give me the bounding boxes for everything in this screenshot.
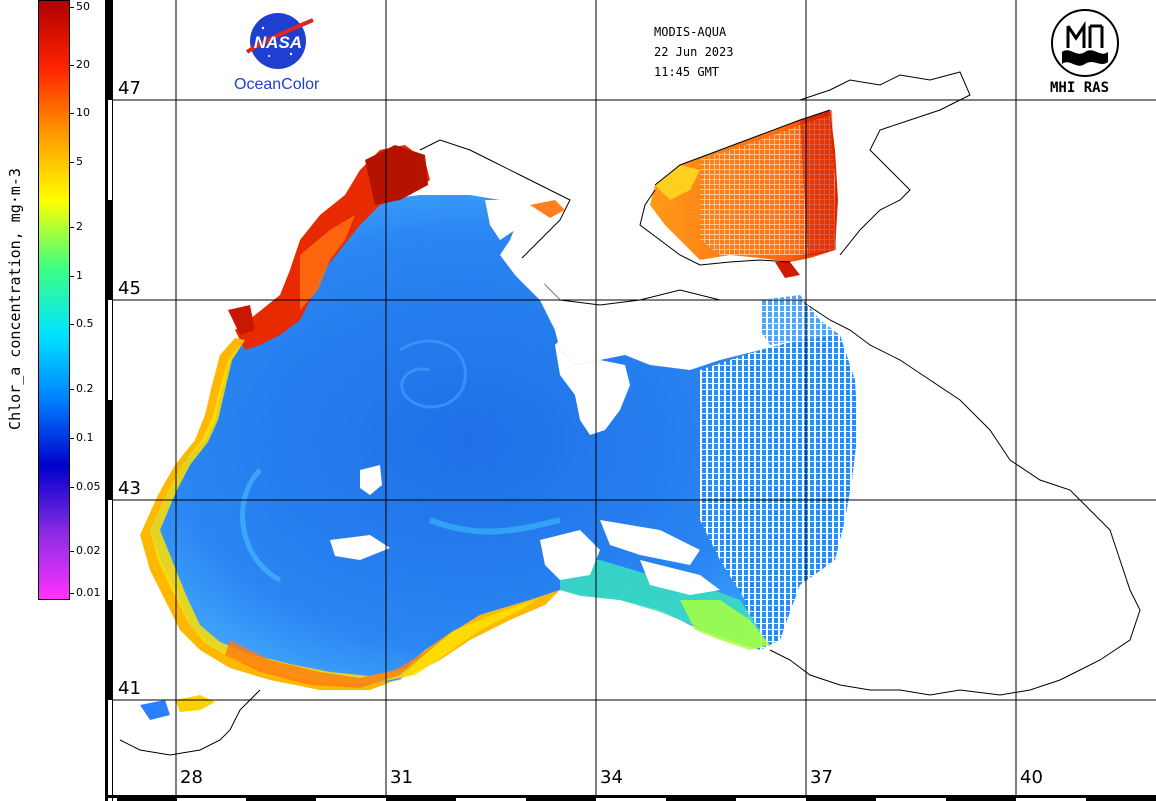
colorbar [38, 0, 70, 600]
oceancolor-label: OceanColor [234, 76, 320, 93]
colorbar-tick-mark [70, 551, 74, 553]
colorbar-tick-label: 10 [76, 106, 90, 120]
colorbar-tick-mark [70, 437, 74, 439]
colorbar-tick-mark [70, 275, 74, 277]
lat-label-47: 47 [116, 78, 143, 99]
colorbar-tick-mark [70, 113, 74, 115]
lat-label-43: 43 [116, 478, 143, 499]
colorbar-tick-label: 0.1 [76, 430, 94, 444]
colorbar-ticks: 50 20 10 5 2 1 0.5 0.2 0.1 0.05 0.02 0.01 [70, 0, 105, 600]
colorbar-tick-label: 50 [76, 0, 90, 13]
colorbar-title: Chlor_a concentration, mg·m-3 [6, 168, 24, 430]
nasa-wordmark: NASA [254, 33, 302, 52]
sensor-label: MODIS-AQUA [654, 25, 727, 39]
colorbar-tick-label: 0.05 [76, 479, 101, 493]
colorbar-tick-mark [70, 64, 74, 66]
colorbar-tick-mark [70, 226, 74, 228]
colorbar-tick-mark [70, 593, 74, 594]
colorbar-tick-label: 0.02 [76, 544, 101, 558]
colorbar-tick-label: 1 [76, 268, 83, 282]
colorbar-gradient [39, 1, 69, 599]
lon-label-34: 34 [598, 767, 625, 788]
colorbar-tick-mark [70, 324, 74, 326]
sea-east-sparse [700, 335, 858, 650]
date-label: 22 Jun 2023 [654, 45, 734, 59]
lon-label-31: 31 [388, 767, 415, 788]
colorbar-tick-mark [70, 388, 74, 390]
marmara-fragment [140, 700, 170, 720]
lon-label-37: 37 [808, 767, 835, 788]
lon-label-40: 40 [1018, 767, 1045, 788]
lat-label-41: 41 [116, 678, 143, 699]
nasa-logo: NASA [245, 10, 315, 72]
colorbar-tick-mark [70, 162, 74, 164]
left-ruler [105, 0, 112, 795]
mhi-logo [1048, 8, 1122, 78]
bottom-ruler [117, 795, 1156, 801]
time-label: 11:45 GMT [654, 65, 720, 79]
colorbar-tick-mark [70, 486, 74, 488]
lat-label-45: 45 [116, 278, 143, 299]
colorbar-tick-label: 2 [76, 219, 83, 233]
colorbar-tick-mark [70, 7, 74, 8]
colorbar-tick-label: 20 [76, 57, 90, 71]
colorbar-tick-label: 0.5 [76, 317, 94, 331]
colorbar-tick-label: 0.2 [76, 381, 94, 395]
colorbar-tick-label: 0.01 [76, 586, 101, 599]
colorbar-tick-label: 5 [76, 155, 83, 169]
mhi-label: MHI RAS [1050, 80, 1110, 96]
lon-label-28: 28 [178, 767, 205, 788]
